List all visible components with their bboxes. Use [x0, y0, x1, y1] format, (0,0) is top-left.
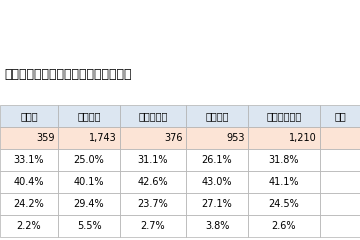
- Bar: [320, 215, 360, 237]
- Text: 42.6%: 42.6%: [138, 177, 168, 187]
- Text: 376: 376: [165, 133, 183, 143]
- Bar: [0, 127, 58, 149]
- Bar: [0, 149, 58, 171]
- Text: 31.1%: 31.1%: [138, 155, 168, 165]
- Bar: [248, 171, 320, 193]
- Bar: [248, 149, 320, 171]
- Text: 43.0%: 43.0%: [202, 177, 232, 187]
- Bar: [120, 149, 186, 171]
- Text: 関西国公立: 関西国公立: [138, 111, 168, 121]
- Bar: [58, 215, 120, 237]
- Bar: [248, 215, 320, 237]
- Text: 26.1%: 26.1%: [202, 155, 232, 165]
- Bar: [186, 171, 248, 193]
- Text: 5.5%: 5.5%: [77, 221, 101, 231]
- Bar: [248, 193, 320, 215]
- Text: 40.1%: 40.1%: [74, 177, 104, 187]
- Bar: [58, 127, 120, 149]
- Bar: [248, 127, 320, 149]
- Text: 41.1%: 41.1%: [269, 177, 299, 187]
- Bar: [120, 127, 186, 149]
- Text: 24.5%: 24.5%: [269, 199, 300, 209]
- Text: 40.4%: 40.4%: [14, 177, 44, 187]
- Text: などの交流がどのくらいありますか。: などの交流がどのくらいありますか。: [4, 68, 131, 81]
- Text: 1,743: 1,743: [89, 133, 117, 143]
- Bar: [120, 171, 186, 193]
- Text: 2.7%: 2.7%: [141, 221, 165, 231]
- Bar: [248, 105, 320, 127]
- Text: 33.1%: 33.1%: [14, 155, 44, 165]
- Bar: [0, 171, 58, 193]
- Text: 1,210: 1,210: [289, 133, 317, 143]
- Bar: [320, 127, 360, 149]
- Bar: [320, 105, 360, 127]
- Bar: [320, 171, 360, 193]
- Text: 国公立: 国公立: [20, 111, 38, 121]
- Text: 24.2%: 24.2%: [14, 199, 44, 209]
- Text: 関西私立: 関西私立: [205, 111, 229, 121]
- Text: 3.8%: 3.8%: [205, 221, 229, 231]
- Bar: [320, 149, 360, 171]
- Bar: [320, 193, 360, 215]
- Text: 31.8%: 31.8%: [269, 155, 299, 165]
- Text: 953: 953: [226, 133, 245, 143]
- Text: 359: 359: [36, 133, 55, 143]
- Text: 2.6%: 2.6%: [272, 221, 296, 231]
- Text: 関東私立: 関東私立: [77, 111, 101, 121]
- Bar: [58, 149, 120, 171]
- Bar: [186, 127, 248, 149]
- Text: 27.1%: 27.1%: [202, 199, 232, 209]
- Text: 23.7%: 23.7%: [138, 199, 168, 209]
- Bar: [120, 215, 186, 237]
- Bar: [0, 215, 58, 237]
- Bar: [58, 171, 120, 193]
- Bar: [186, 215, 248, 237]
- Bar: [0, 193, 58, 215]
- Bar: [58, 105, 120, 127]
- Bar: [120, 193, 186, 215]
- Text: 29.4%: 29.4%: [74, 199, 104, 209]
- Text: その: その: [334, 111, 346, 121]
- Text: その他国公立: その他国公立: [266, 111, 302, 121]
- Bar: [186, 149, 248, 171]
- Bar: [186, 193, 248, 215]
- Bar: [58, 193, 120, 215]
- Bar: [120, 105, 186, 127]
- Bar: [0, 105, 58, 127]
- Bar: [186, 105, 248, 127]
- Text: 2.2%: 2.2%: [17, 221, 41, 231]
- Text: 25.0%: 25.0%: [74, 155, 104, 165]
